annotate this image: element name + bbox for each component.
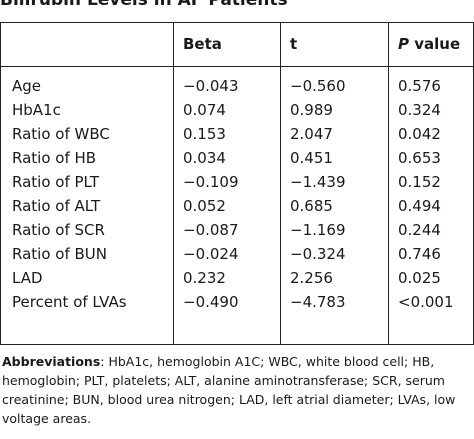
table-row: Ratio of ALT 0.052 0.685 0.494 (0, 194, 474, 218)
row-p: 0.653 (398, 149, 441, 167)
row-beta: −0.087 (183, 221, 239, 239)
table-row: LAD 0.232 2.256 0.025 (0, 266, 474, 290)
row-beta: 0.232 (183, 269, 226, 287)
row-p: 0.746 (398, 245, 441, 263)
row-p: 0.494 (398, 197, 441, 215)
row-label: Ratio of WBC (12, 125, 110, 143)
table-left-border (0, 22, 1, 344)
row-beta: −0.043 (183, 77, 239, 95)
header-t: t (290, 35, 298, 53)
row-label: Ratio of ALT (12, 197, 101, 215)
row-beta: 0.074 (183, 101, 226, 119)
table-row: Ratio of BUN −0.024 −0.324 0.746 (0, 242, 474, 266)
header-beta: Beta (183, 35, 222, 53)
row-t: −0.324 (290, 245, 346, 263)
abbreviations-footnote: Abbreviations: HbA1c, hemoglobin A1C; WB… (2, 352, 470, 428)
table-bottom-border (0, 344, 474, 345)
row-p: 0.576 (398, 77, 441, 95)
row-p: 0.244 (398, 221, 441, 239)
table-row: Ratio of HB 0.034 0.451 0.653 (0, 146, 474, 170)
row-beta: 0.052 (183, 197, 226, 215)
abbreviations-label: Abbreviations (2, 354, 101, 369)
row-t: 2.047 (290, 125, 333, 143)
row-t: −0.560 (290, 77, 346, 95)
row-t: −4.783 (290, 293, 346, 311)
row-t: −1.169 (290, 221, 346, 239)
table-row: Percent of LVAs −0.490 −4.783 <0.001 (0, 290, 474, 314)
row-t: −1.439 (290, 173, 346, 191)
row-t: 0.989 (290, 101, 333, 119)
row-t: 0.685 (290, 197, 333, 215)
row-label: Ratio of SCR (12, 221, 105, 239)
header-p-letter: P (398, 35, 409, 53)
row-p: 0.324 (398, 101, 441, 119)
row-p: <0.001 (398, 293, 454, 311)
column-divider-2 (280, 22, 281, 344)
row-t: 2.256 (290, 269, 333, 287)
table-body: Age −0.043 −0.560 0.576 HbA1c 0.074 0.98… (0, 74, 474, 314)
row-label: Ratio of PLT (12, 173, 100, 191)
row-label: Age (12, 77, 42, 95)
table-title: Bilirubin Levels in AF Patients (0, 0, 288, 10)
row-p: 0.025 (398, 269, 441, 287)
table-row: Ratio of WBC 0.153 2.047 0.042 (0, 122, 474, 146)
data-table: Beta t P value (0, 22, 474, 62)
row-label: Ratio of BUN (12, 245, 107, 263)
column-divider-1 (173, 22, 174, 344)
table-row: HbA1c 0.074 0.989 0.324 (0, 98, 474, 122)
row-beta: −0.490 (183, 293, 239, 311)
row-label: HbA1c (12, 101, 61, 119)
row-beta: −0.109 (183, 173, 239, 191)
table-header-row: Beta t P value (0, 22, 474, 62)
row-p: 0.042 (398, 125, 441, 143)
column-divider-3 (388, 22, 389, 344)
table-row: Ratio of SCR −0.087 −1.169 0.244 (0, 218, 474, 242)
row-p: 0.152 (398, 173, 441, 191)
row-beta: 0.034 (183, 149, 226, 167)
header-p-value: P value (398, 35, 461, 53)
table-row: Ratio of PLT −0.109 −1.439 0.152 (0, 170, 474, 194)
table-row: Age −0.043 −0.560 0.576 (0, 74, 474, 98)
table-top-border (0, 22, 474, 23)
row-t: 0.451 (290, 149, 333, 167)
abbreviations-text: : HbA1c, hemoglobin A1C; WBC, white bloo… (2, 354, 456, 426)
row-beta: 0.153 (183, 125, 226, 143)
row-label: Percent of LVAs (12, 293, 127, 311)
row-label: Ratio of HB (12, 149, 97, 167)
row-beta: −0.024 (183, 245, 239, 263)
header-bottom-border (0, 66, 474, 67)
row-label: LAD (12, 269, 43, 287)
